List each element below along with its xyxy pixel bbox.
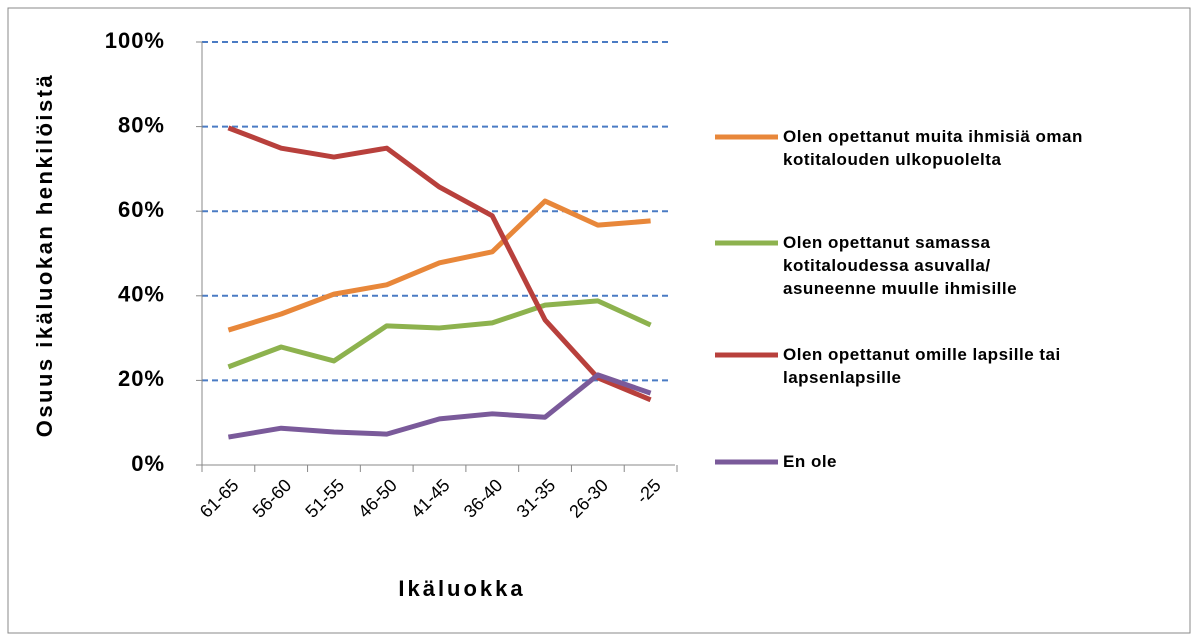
y-tick-label: 100%	[105, 28, 165, 53]
x-tick-label: 46-50	[354, 475, 401, 522]
series-line	[227, 125, 652, 403]
x-tick-label: 26-30	[565, 475, 612, 522]
y-tick-label: 80%	[118, 112, 165, 137]
series-line	[227, 198, 651, 333]
x-axis-title: Ikäluokka	[398, 576, 525, 601]
legend-label: En ole	[783, 452, 838, 471]
chart-border	[7, 7, 1191, 634]
y-tick-label: 40%	[118, 282, 165, 307]
y-axis-title: Osuus ikäluokan henkilöistä	[32, 73, 57, 438]
series-line	[227, 372, 652, 440]
x-tick-label: 36-40	[460, 475, 507, 522]
y-tick-label: 20%	[118, 366, 165, 391]
x-tick-label: 31-35	[513, 475, 560, 522]
y-tick-label: 60%	[118, 197, 165, 222]
legend-label: Olen opettanut samassa kotitaloudessa as…	[783, 233, 1018, 298]
x-tick-label: 56-60	[249, 475, 296, 522]
x-tick-label: -25	[632, 475, 665, 508]
x-tick-label: 41-45	[407, 475, 454, 522]
x-tick-label: 61-65	[196, 475, 243, 522]
series-line	[227, 298, 652, 370]
y-tick-label: 0%	[131, 451, 165, 476]
x-tick-label: 51-55	[301, 475, 348, 522]
legend-label: Olen opettanut omille lapsille tai lapse…	[783, 345, 1061, 387]
legend-label: Olen opettanut muita ihmisiä oman kotita…	[783, 127, 1083, 169]
